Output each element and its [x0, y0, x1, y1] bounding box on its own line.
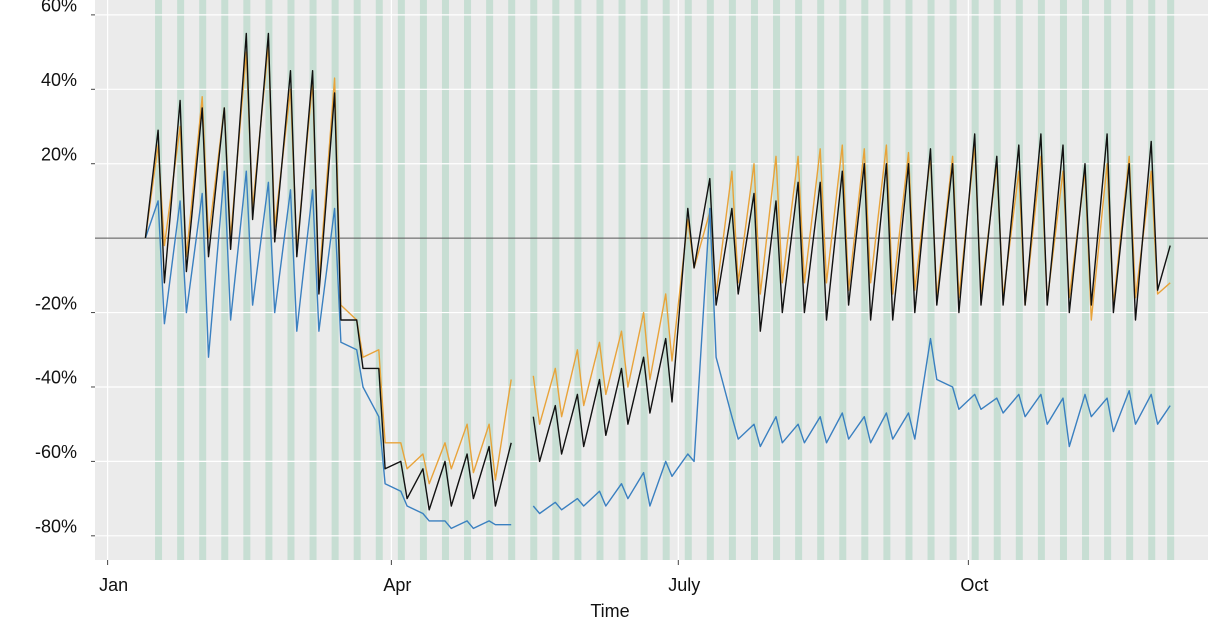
weekend-band	[1082, 0, 1090, 560]
weekend-band	[464, 0, 472, 560]
weekend-band	[309, 0, 317, 560]
weekend-band	[618, 0, 626, 560]
weekend-band	[949, 0, 957, 560]
weekend-band	[971, 0, 979, 560]
weekend-band	[530, 0, 538, 560]
weekend-band	[728, 0, 736, 560]
weekend-band	[662, 0, 670, 560]
weekend-band	[375, 0, 383, 560]
x-axis-label: Time	[590, 601, 629, 621]
weekend-band	[177, 0, 185, 560]
weekend-band	[353, 0, 361, 560]
y-tick-label: -40%	[35, 368, 77, 388]
series-line	[144, 32, 1171, 511]
weekend-band	[221, 0, 229, 560]
x-tick-label: Oct	[960, 575, 988, 595]
weekend-band	[1015, 0, 1023, 560]
y-tick-label: -60%	[35, 442, 77, 462]
y-tick-label: 60%	[41, 0, 77, 16]
weekend-band	[905, 0, 913, 560]
weekend-band	[265, 0, 273, 560]
weekend-band	[839, 0, 847, 560]
weekend-band	[706, 0, 714, 560]
weekend-band	[441, 0, 449, 560]
weekend-band	[640, 0, 648, 560]
weekend-band	[795, 0, 803, 560]
weekend-band	[1167, 0, 1175, 560]
y-tick-label: -80%	[35, 517, 77, 537]
series-line	[144, 170, 1171, 530]
weekend-band	[155, 0, 163, 560]
weekend-band	[419, 0, 427, 560]
weekend-band	[1059, 0, 1067, 560]
x-tick-label: July	[668, 575, 700, 595]
weekend-band	[817, 0, 825, 560]
weekend-band	[927, 0, 935, 560]
y-tick-label: 20%	[41, 144, 77, 164]
weekend-band	[750, 0, 758, 560]
weekend-band	[1037, 0, 1045, 560]
x-tick-label: Jan	[99, 575, 128, 595]
weekend-band	[1104, 0, 1112, 560]
weekend-band	[596, 0, 604, 560]
weekend-band	[552, 0, 560, 560]
weekend-band	[486, 0, 494, 560]
weekend-band	[508, 0, 516, 560]
x-tick-label: Apr	[383, 575, 411, 595]
weekend-band	[861, 0, 869, 560]
y-tick-label: 40%	[41, 70, 77, 90]
weekend-band	[993, 0, 1001, 560]
weekend-band	[1126, 0, 1134, 560]
weekend-band	[331, 0, 339, 560]
weekend-band	[287, 0, 295, 560]
weekend-band	[684, 0, 692, 560]
weekend-band	[883, 0, 891, 560]
weekend-band	[574, 0, 582, 560]
weekend-band	[199, 0, 207, 560]
weekend-band	[243, 0, 251, 560]
y-tick-label: -20%	[35, 293, 77, 313]
weekend-band	[773, 0, 781, 560]
weekend-band	[397, 0, 405, 560]
weekend-band	[1148, 0, 1156, 560]
